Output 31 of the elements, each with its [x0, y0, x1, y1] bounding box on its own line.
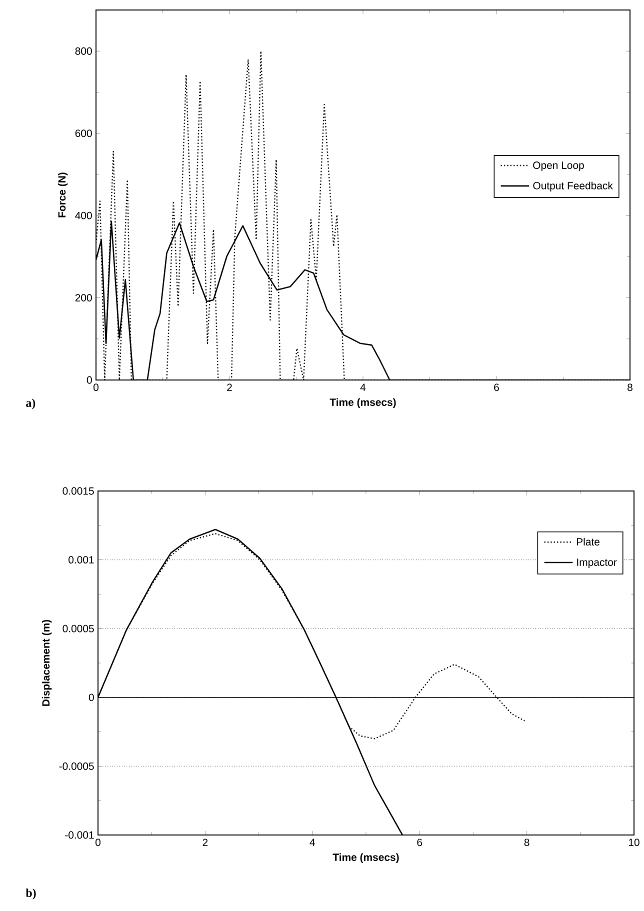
y-tick-label: -0.0005 [59, 762, 94, 770]
y-tick-label: 200 [75, 294, 92, 302]
text: a) [26, 398, 36, 410]
x-tick-label: 2 [202, 838, 208, 846]
y-axis-title: Displacement (m) [42, 620, 52, 706]
x-tick-label: 10 [628, 838, 640, 846]
legend-label: Output Feedback [533, 182, 613, 192]
y-tick-label: 800 [75, 47, 92, 55]
y-tick-label: 0.0005 [62, 624, 94, 632]
x-tick-label: 0 [95, 838, 100, 846]
x-tick-label: 4 [310, 838, 315, 846]
y-axis-title: Force (N) [58, 172, 68, 218]
text: b) [26, 888, 36, 900]
x-tick-label: 6 [494, 384, 499, 392]
x-tick-label: 8 [628, 384, 632, 392]
legend-label: Plate [576, 538, 600, 546]
y-tick-label: 0 [86, 376, 92, 384]
legend-label: Impactor [577, 558, 617, 568]
y-tick-label: 400 [75, 212, 92, 220]
x-axis-title: Time (msecs) [330, 398, 396, 408]
x-axis-title: Time (msecs) [332, 853, 399, 864]
x-tick-label: 6 [417, 838, 422, 846]
y-tick-label: -0.001 [65, 831, 94, 839]
legend-label: Open Loop [533, 162, 584, 172]
y-tick-label: 0 [88, 694, 94, 702]
x-tick-label: 2 [227, 384, 232, 391]
x-tick-label: 8 [524, 838, 530, 846]
x-tick-label: 4 [360, 384, 366, 391]
y-tick-label: 0.001 [68, 556, 94, 564]
y-tick-label: 0.0015 [62, 487, 94, 495]
y-tick-label: 600 [75, 130, 92, 138]
